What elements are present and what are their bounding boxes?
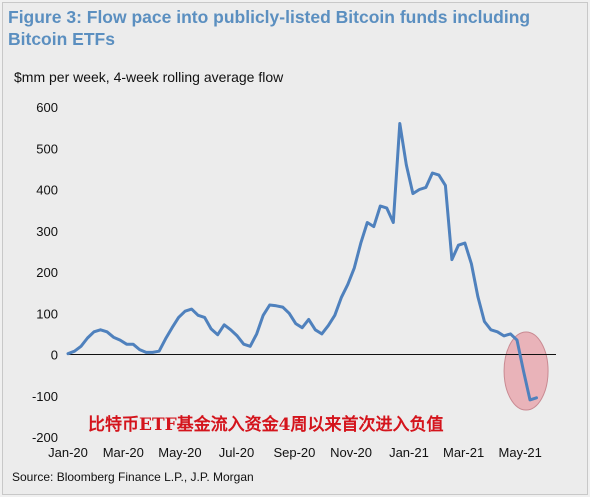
y-tick-label: 100 — [36, 306, 58, 321]
source-note: Source: Bloomberg Finance L.P., J.P. Mor… — [12, 470, 254, 484]
x-tick-label: Mar-20 — [103, 445, 144, 460]
x-axis-ticks: Jan-20 Mar-20 May-20 Jul-20 Sep-20 Nov-20 Jan-… — [48, 445, 542, 460]
y-tick-label: 500 — [36, 141, 58, 156]
y-tick-label: 300 — [36, 224, 58, 239]
y-tick-label: -100 — [32, 389, 58, 404]
chart-subtitle: $mm per week, 4-week rolling average flo… — [14, 69, 284, 85]
y-tick-label: -200 — [32, 430, 58, 445]
y-tick-label: 200 — [36, 265, 58, 280]
y-tick-label: 400 — [36, 183, 58, 198]
x-tick-label: Mar-21 — [443, 445, 484, 460]
y-tick-label: 600 — [36, 100, 58, 115]
y-tick-label: 0 — [51, 348, 58, 363]
chart-title: Figure 3: Flow pace into publicly-listed… — [8, 7, 531, 49]
x-tick-label: Jul-20 — [219, 445, 254, 460]
chart-annotation: 比特币ETF基金流入资金4周以来首次进入负值 — [88, 414, 444, 435]
negative-flow-highlight — [503, 331, 549, 411]
x-tick-label: May-21 — [499, 445, 542, 460]
series-line — [66, 122, 538, 402]
x-tick-label: May-20 — [158, 445, 201, 460]
x-tick-label: Sep-20 — [273, 445, 315, 460]
x-tick-label: Nov-20 — [330, 445, 372, 460]
x-tick-label: Jan-20 — [48, 445, 88, 460]
y-axis-ticks: 600 500 400 300 200 100 0 -100 -200 — [32, 100, 58, 445]
x-tick-label: Jan-21 — [389, 445, 429, 460]
